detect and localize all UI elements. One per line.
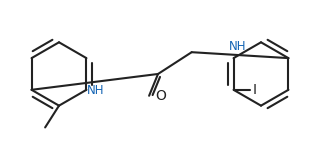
Text: NH: NH bbox=[229, 40, 247, 53]
Text: O: O bbox=[155, 89, 166, 103]
Text: I: I bbox=[252, 83, 256, 97]
Text: NH: NH bbox=[87, 84, 105, 97]
